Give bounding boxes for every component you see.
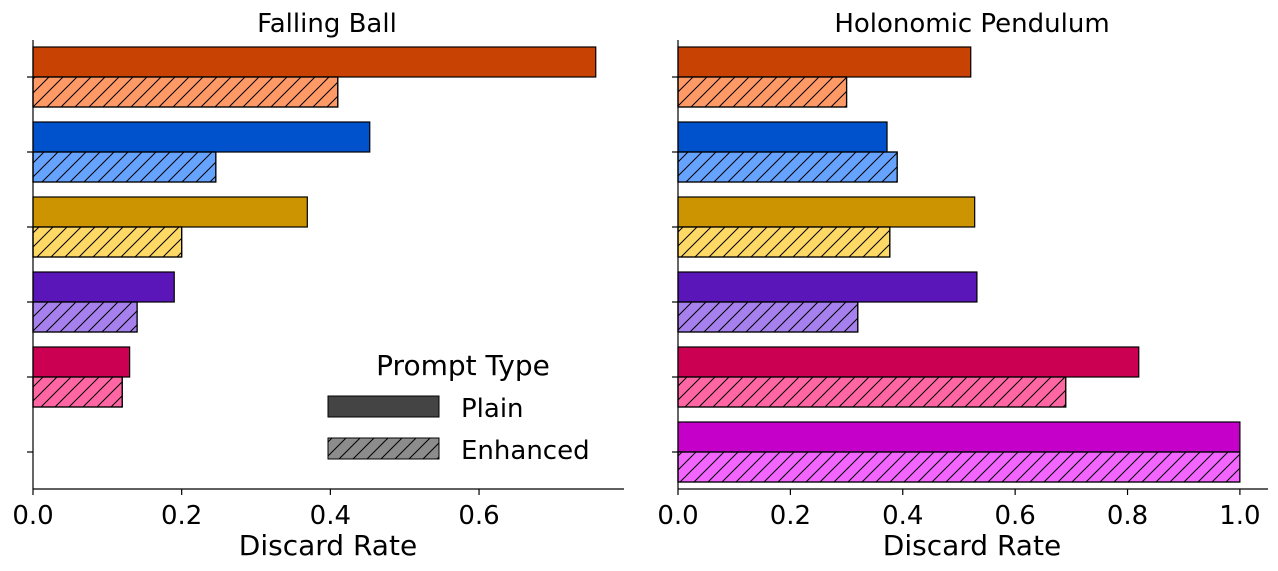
- legend-plain-label: Plain: [461, 394, 524, 424]
- falling-ball-bar-hatch-3: [32, 301, 138, 333]
- holonomic-pendulum-bar-plain-0: [677, 46, 972, 78]
- holonomic-pendulum-x-tick-label-0: 0.0: [657, 501, 698, 531]
- holonomic-pendulum-bar-hatch-5: [677, 451, 1241, 483]
- legend-enhanced-hatch: [327, 437, 440, 460]
- legend-title: Prompt Type: [376, 349, 550, 382]
- holonomic-pendulum-title: Holonomic Pendulum: [834, 9, 1109, 39]
- falling-ball-axes: 0.0 0.2 0.4 0.6: [12, 40, 624, 531]
- holonomic-pendulum-xlabel: Discard Rate: [883, 529, 1061, 562]
- falling-ball-title: Falling Ball: [257, 9, 397, 39]
- falling-ball-x-tick-label-1: 0.2: [161, 501, 202, 531]
- holonomic-pendulum-bar-plain-1: [677, 121, 888, 153]
- falling-ball-x-tick-label-0: 0.0: [12, 501, 53, 531]
- falling-ball-panel: Falling Ball 0.0 0.2 0.4 0.6 Discard Rate: [12, 9, 624, 562]
- legend-plain-swatch: [327, 395, 440, 418]
- holonomic-pendulum-bar-hatch-1: [677, 151, 898, 183]
- holonomic-pendulum-x-tick-label-1: 0.2: [770, 501, 811, 531]
- holonomic-pendulum-bar-hatch-3: [677, 301, 859, 333]
- falling-ball-xlabel: Discard Rate: [239, 529, 417, 562]
- falling-ball-bars: [32, 46, 597, 408]
- holonomic-pendulum-bar-hatch-2: [677, 226, 891, 258]
- legend: Prompt Type Plain Enhanced: [327, 349, 590, 466]
- falling-ball-bar-plain-3: [32, 271, 175, 303]
- holonomic-pendulum-bar-plain-2: [677, 196, 976, 228]
- holonomic-pendulum-bar-plain-4: [677, 346, 1140, 378]
- holonomic-pendulum-x-tick-label-2: 0.4: [882, 501, 923, 531]
- falling-ball-bar-plain-4: [32, 346, 131, 378]
- legend-enhanced-label: Enhanced: [461, 436, 590, 466]
- falling-ball-bar-plain-0: [32, 46, 597, 78]
- holonomic-pendulum-x-tick-label-3: 0.6: [994, 501, 1035, 531]
- holonomic-pendulum-panel: Holonomic Pendulum 0.0 0.2 0.4 0.6 0.8 1.0 Di…: [657, 9, 1268, 562]
- falling-ball-bar-plain-2: [32, 196, 308, 228]
- falling-ball-bar-hatch-0: [32, 76, 339, 108]
- holonomic-pendulum-bar-hatch-4: [677, 376, 1067, 408]
- falling-ball-bar-hatch-4: [32, 376, 123, 408]
- falling-ball-bar-hatch-1: [32, 151, 217, 183]
- holonomic-pendulum-x-tick-label-5: 1.0: [1219, 501, 1260, 531]
- holonomic-pendulum-bar-plain-3: [677, 271, 978, 303]
- falling-ball-x-tick-label-2: 0.4: [310, 501, 351, 531]
- holonomic-pendulum-x-tick-label-4: 0.8: [1107, 501, 1148, 531]
- falling-ball-bar-hatch-2: [32, 226, 183, 258]
- holonomic-pendulum-bars: [677, 46, 1241, 483]
- holonomic-pendulum-axes: 0.0 0.2 0.4 0.6 0.8 1.0: [657, 40, 1268, 531]
- holonomic-pendulum-bar-plain-5: [677, 421, 1241, 453]
- holonomic-pendulum-bar-hatch-0: [677, 76, 848, 108]
- falling-ball-bar-plain-1: [32, 121, 371, 153]
- falling-ball-x-tick-label-3: 0.6: [458, 501, 499, 531]
